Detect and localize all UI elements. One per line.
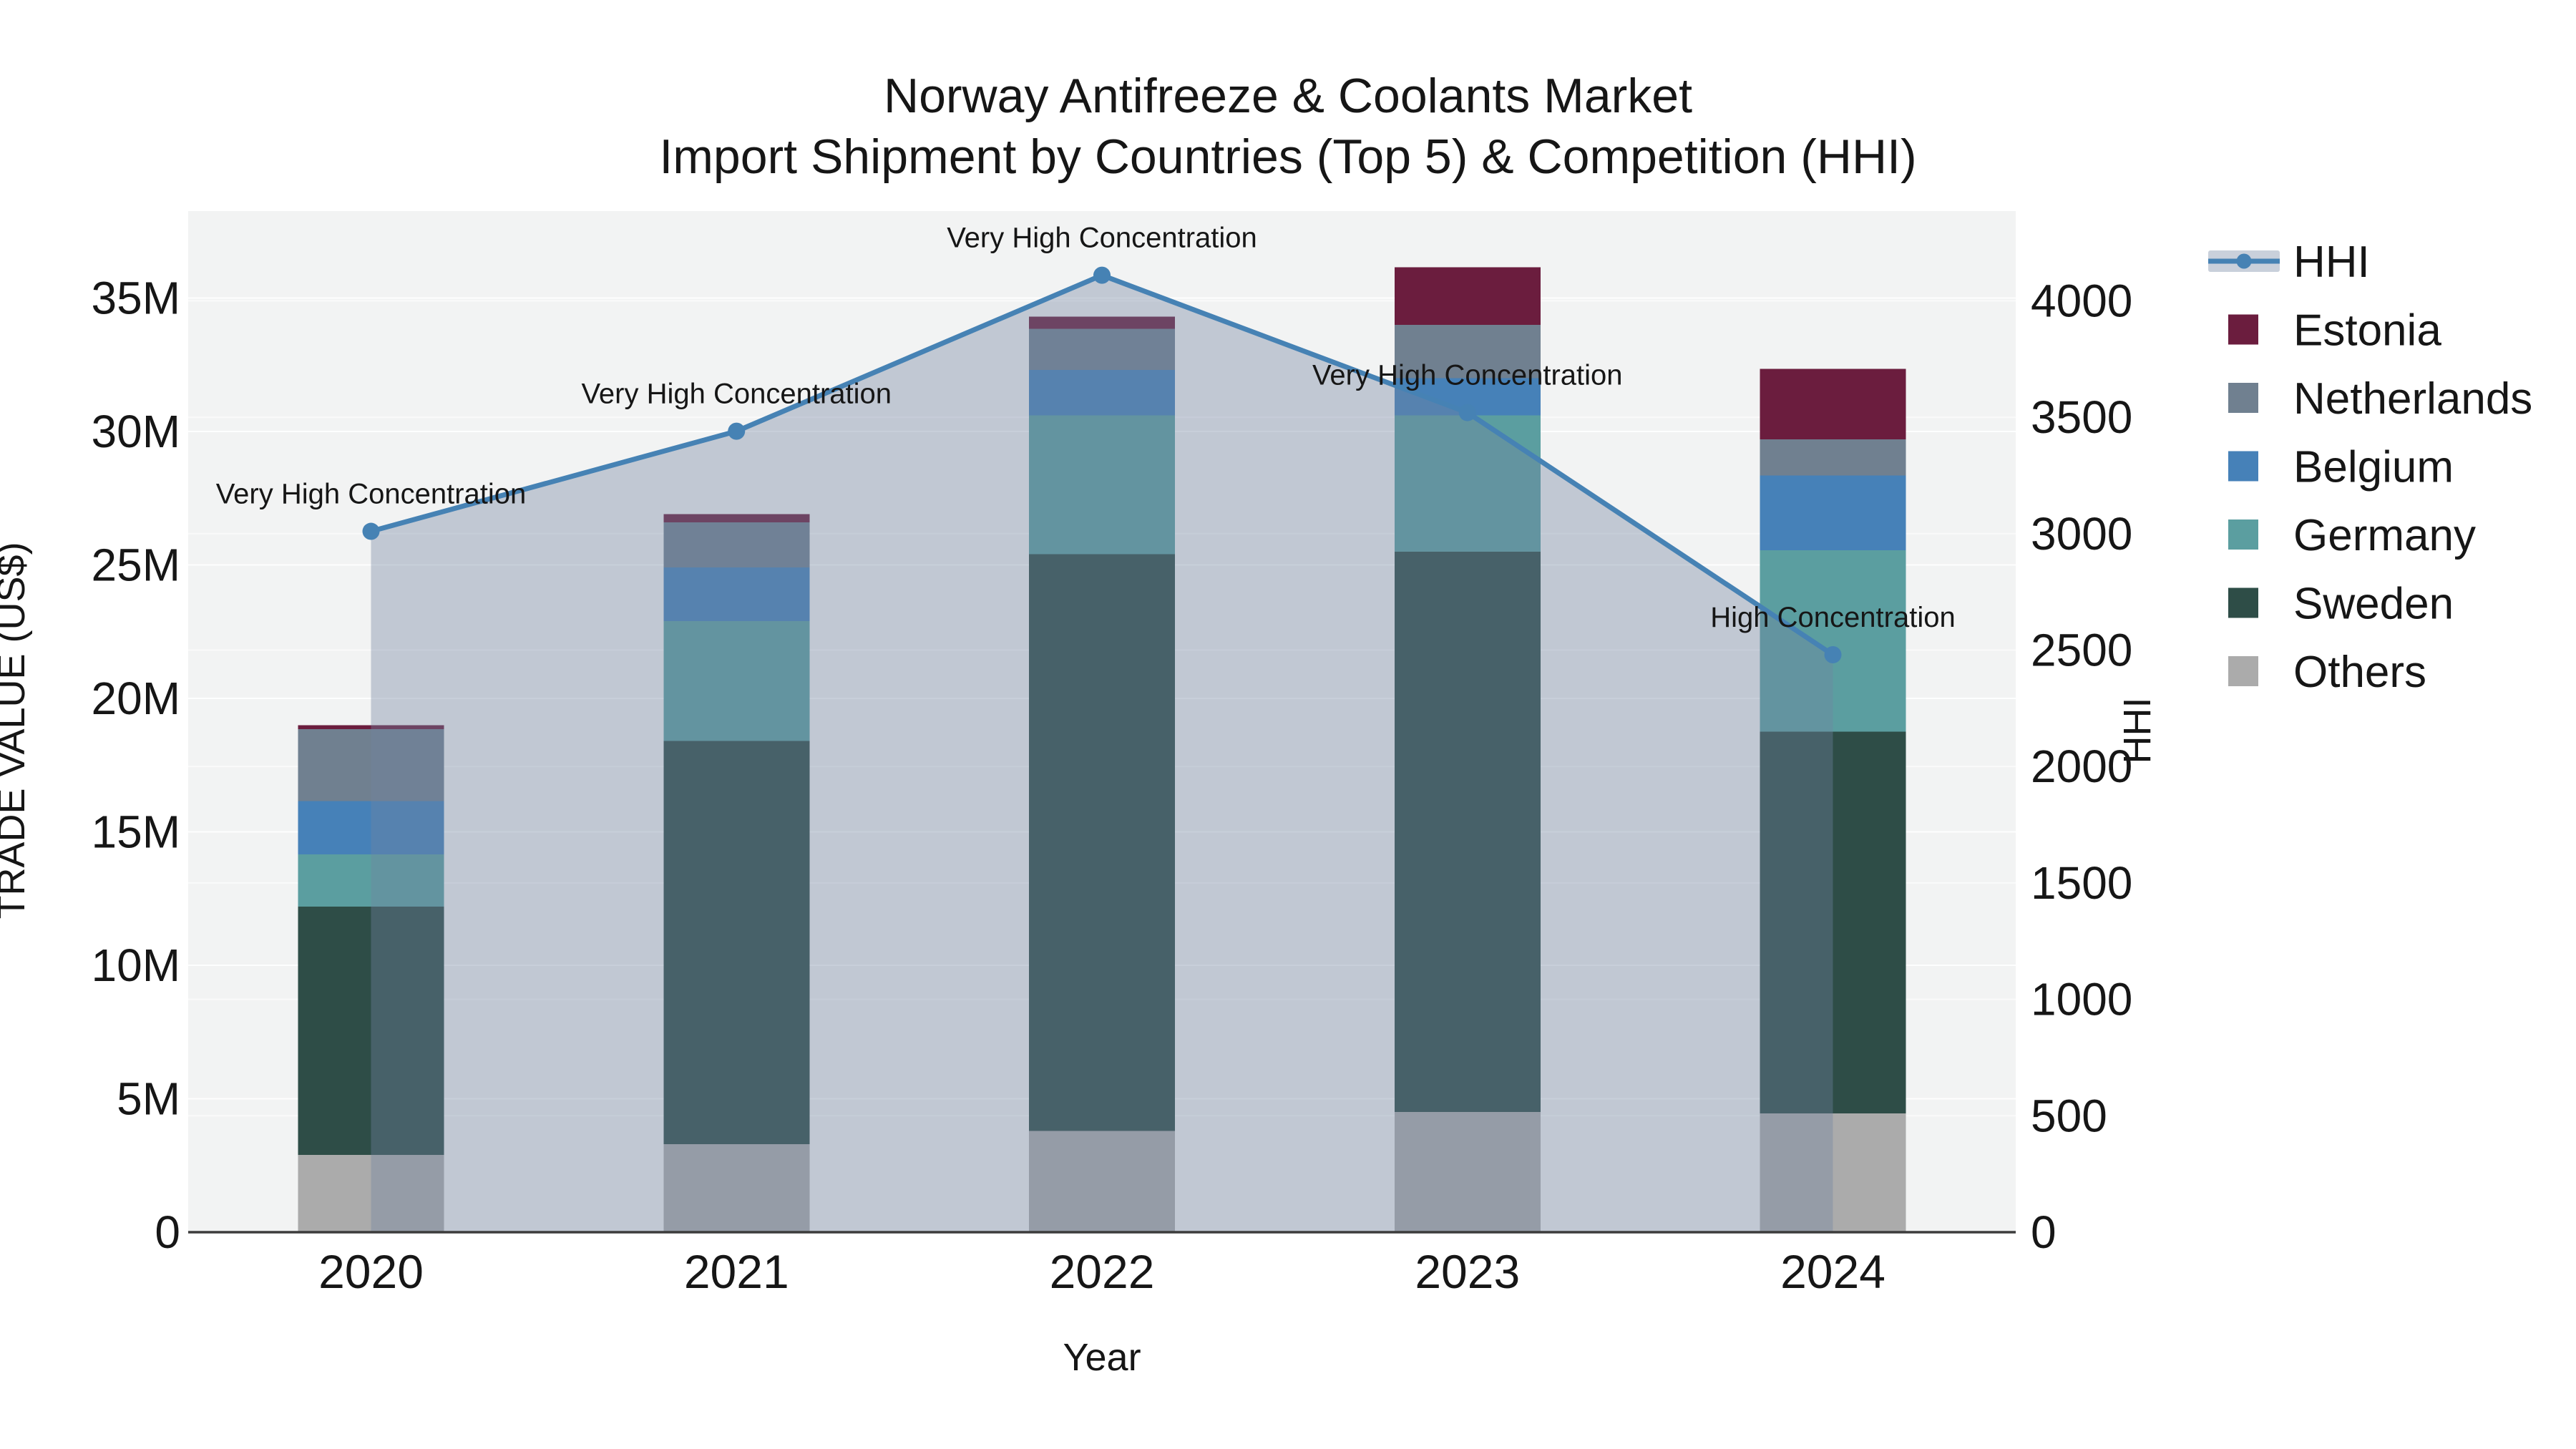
legend-label-netherlands: Netherlands [2293,374,2532,424]
legend-label-estonia: Estonia [2293,306,2441,356]
y-tick-20M: 20M [92,673,181,724]
bar-2022-belgium[interactable] [1029,370,1175,416]
bar-2023-estonia[interactable] [1394,267,1541,325]
bar-2020-sweden[interactable] [298,906,444,1155]
hhi-point-2021[interactable] [728,422,746,440]
annotation-2022: Very High Concentration [947,223,1257,254]
bar-2024-sweden[interactable] [1760,731,1906,1114]
y-axis-title: TRADE VALUE (US$) [0,542,33,919]
bar-2021-belgium[interactable] [663,567,810,621]
bar-2024-others[interactable] [1760,1113,1906,1232]
x-tick-2024: 2024 [1780,1245,1885,1298]
legend-swatch-belgium [2228,451,2258,482]
bar-2022-netherlands[interactable] [1029,328,1175,371]
y-tick-5M: 5M [117,1073,180,1125]
legend-item-netherlands[interactable]: Netherlands [2228,374,2532,424]
legend-item-germany[interactable]: Germany [2228,511,2476,560]
legend-item-hhi[interactable]: HHI [2208,238,2370,287]
bar-2023-sweden[interactable] [1394,551,1541,1113]
legend-label-others: Others [2293,648,2426,697]
bar-2020-others[interactable] [298,1154,444,1232]
hhi-line-layer [362,266,1842,1233]
bar-2022-others[interactable] [1029,1131,1175,1232]
bar-2023-netherlands[interactable] [1394,324,1541,379]
legend-swatch-estonia [2228,314,2258,345]
bar-2022-sweden[interactable] [1029,554,1175,1131]
y2-axis-title: HHI [2116,698,2159,764]
y2-tick-3000: 3000 [2031,508,2132,560]
legend-label-germany: Germany [2293,511,2476,560]
legend-item-belgium[interactable]: Belgium [2228,443,2454,492]
legend-item-others[interactable]: Others [2228,648,2426,697]
bar-2020-germany[interactable] [298,854,444,907]
bar-2021-netherlands[interactable] [663,522,810,568]
chart-title-line2: Import Shipment by Countries (Top 5) & C… [659,130,1916,184]
x-tick-2021: 2021 [684,1245,789,1298]
bar-2020-belgium[interactable] [298,801,444,855]
hhi-area-fill [371,275,1833,1233]
axis-tick-labels: 0 5M 10M 15M 20M 25M 30M 35M 0 500 1000 1500 2000 250… [92,273,2133,1299]
chart-title-line1: Norway Antifreeze & Coolants Market [884,69,1692,123]
y2-tick-2000: 2000 [2031,741,2132,792]
y2-tick-1500: 1500 [2031,857,2132,909]
x-tick-2020: 2020 [318,1245,424,1298]
bar-2024-belgium[interactable] [1760,475,1906,550]
annotation-2023: Very High Concentration [1312,360,1623,391]
bar-2021-sweden[interactable] [663,741,810,1144]
legend: HHI Estonia Netherlands Belgium Germany Swede… [2208,238,2532,697]
hhi-point-2023[interactable] [1458,404,1476,421]
x-tick-2022: 2022 [1050,1245,1155,1298]
annotation-2021: Very High Concentration [581,379,892,410]
y2-tick-1000: 1000 [2031,974,2132,1025]
legend-item-estonia[interactable]: Estonia [2228,306,2441,356]
y-tick-0: 0 [155,1206,180,1258]
bar-2020-netherlands[interactable] [298,728,444,801]
stacked-bars [298,267,1906,1232]
x-axis-title: Year [1063,1336,1141,1379]
legend-swatch-netherlands [2228,383,2258,413]
legend-item-sweden[interactable]: Sweden [2228,580,2454,629]
y2-tick-0: 0 [2031,1206,2057,1258]
bar-2020-estonia[interactable] [298,725,444,729]
legend-label-sweden: Sweden [2293,580,2454,629]
bar-2023-germany[interactable] [1394,415,1541,552]
y2-tick-500: 500 [2031,1090,2107,1141]
bar-2024-germany[interactable] [1760,550,1906,732]
y-tick-35M: 35M [92,273,181,324]
y2-tick-2500: 2500 [2031,625,2132,676]
legend-swatch-germany [2228,519,2258,550]
hhi-point-2024[interactable] [1824,646,1842,664]
legend-label-hhi: HHI [2293,238,2370,287]
legend-swatch-sweden [2228,587,2258,618]
annotations: Very High Concentration Very High Concent… [216,223,1956,633]
bar-2023-others[interactable] [1394,1112,1541,1232]
y-tick-25M: 25M [92,540,181,591]
y-tick-15M: 15M [92,806,181,858]
legend-swatch-others [2228,656,2258,686]
hhi-point-2022[interactable] [1093,266,1111,284]
legend-hhi-marker-swatch [2236,253,2252,269]
hhi-point-2020[interactable] [362,522,380,540]
bar-2021-estonia[interactable] [663,514,810,522]
bar-2021-others[interactable] [663,1143,810,1232]
y2-tick-3500: 3500 [2031,391,2132,443]
bar-2024-netherlands[interactable] [1760,439,1906,476]
y-tick-30M: 30M [92,406,181,457]
legend-label-belgium: Belgium [2293,443,2454,492]
y2-tick-4000: 4000 [2031,275,2132,326]
bar-2024-estonia[interactable] [1760,369,1906,440]
bar-2022-estonia[interactable] [1029,316,1175,329]
y-tick-10M: 10M [92,940,181,991]
annotation-2020: Very High Concentration [216,479,527,510]
bar-2021-germany[interactable] [663,620,810,741]
x-tick-2023: 2023 [1415,1245,1520,1298]
annotation-2024: High Concentration [1710,602,1955,633]
bar-2022-germany[interactable] [1029,415,1175,555]
